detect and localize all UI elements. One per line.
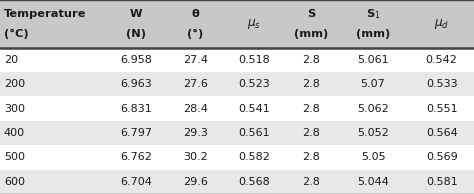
Bar bbox=[0, 72, 474, 96]
Text: θ: θ bbox=[191, 9, 199, 19]
Text: 29.6: 29.6 bbox=[183, 177, 208, 187]
Text: 6.958: 6.958 bbox=[120, 55, 152, 65]
Text: 2.8: 2.8 bbox=[302, 128, 320, 138]
Text: S$_1$: S$_1$ bbox=[366, 7, 380, 21]
Text: (N): (N) bbox=[126, 29, 146, 39]
Bar bbox=[0, 0, 474, 48]
Text: 5.05: 5.05 bbox=[361, 152, 385, 162]
Bar bbox=[0, 48, 474, 72]
Text: 300: 300 bbox=[4, 104, 25, 113]
Text: 0.541: 0.541 bbox=[238, 104, 270, 113]
Bar bbox=[0, 170, 474, 194]
Text: 20: 20 bbox=[4, 55, 18, 65]
Text: 5.062: 5.062 bbox=[357, 104, 389, 113]
Text: 0.564: 0.564 bbox=[426, 128, 457, 138]
Text: 200: 200 bbox=[4, 79, 25, 89]
Text: 6.704: 6.704 bbox=[120, 177, 152, 187]
Text: 0.518: 0.518 bbox=[238, 55, 270, 65]
Text: 0.542: 0.542 bbox=[426, 55, 457, 65]
Text: W: W bbox=[130, 9, 142, 19]
Text: 0.551: 0.551 bbox=[426, 104, 457, 113]
Text: S: S bbox=[307, 9, 315, 19]
Text: $\mu_d$: $\mu_d$ bbox=[434, 17, 449, 31]
Text: $\mu_s$: $\mu_s$ bbox=[247, 17, 262, 31]
Text: 0.523: 0.523 bbox=[238, 79, 270, 89]
Text: 0.581: 0.581 bbox=[426, 177, 457, 187]
Text: 600: 600 bbox=[4, 177, 25, 187]
Text: 2.8: 2.8 bbox=[302, 152, 320, 162]
Text: 5.061: 5.061 bbox=[357, 55, 389, 65]
Text: 6.963: 6.963 bbox=[120, 79, 152, 89]
Text: 2.8: 2.8 bbox=[302, 55, 320, 65]
Text: 29.3: 29.3 bbox=[183, 128, 208, 138]
Text: 0.582: 0.582 bbox=[238, 152, 271, 162]
Bar bbox=[0, 121, 474, 145]
Text: 2.8: 2.8 bbox=[302, 79, 320, 89]
Text: 0.568: 0.568 bbox=[238, 177, 270, 187]
Text: 27.6: 27.6 bbox=[183, 79, 208, 89]
Text: 400: 400 bbox=[4, 128, 25, 138]
Text: 2.8: 2.8 bbox=[302, 177, 320, 187]
Text: 0.533: 0.533 bbox=[426, 79, 457, 89]
Text: (mm): (mm) bbox=[356, 29, 390, 39]
Text: 6.831: 6.831 bbox=[120, 104, 152, 113]
Text: (°): (°) bbox=[187, 29, 203, 39]
Text: (°C): (°C) bbox=[4, 29, 28, 39]
Text: 500: 500 bbox=[4, 152, 25, 162]
Bar bbox=[0, 145, 474, 170]
Text: 5.07: 5.07 bbox=[361, 79, 385, 89]
Text: 28.4: 28.4 bbox=[183, 104, 208, 113]
Text: 27.4: 27.4 bbox=[183, 55, 208, 65]
Text: 5.044: 5.044 bbox=[357, 177, 389, 187]
Text: 0.569: 0.569 bbox=[426, 152, 457, 162]
Text: 30.2: 30.2 bbox=[183, 152, 208, 162]
Text: 6.762: 6.762 bbox=[120, 152, 152, 162]
Bar bbox=[0, 96, 474, 121]
Text: 0.561: 0.561 bbox=[239, 128, 270, 138]
Text: 5.052: 5.052 bbox=[357, 128, 389, 138]
Text: Temperature: Temperature bbox=[4, 9, 86, 19]
Text: (mm): (mm) bbox=[294, 29, 328, 39]
Text: 6.797: 6.797 bbox=[120, 128, 152, 138]
Text: 2.8: 2.8 bbox=[302, 104, 320, 113]
